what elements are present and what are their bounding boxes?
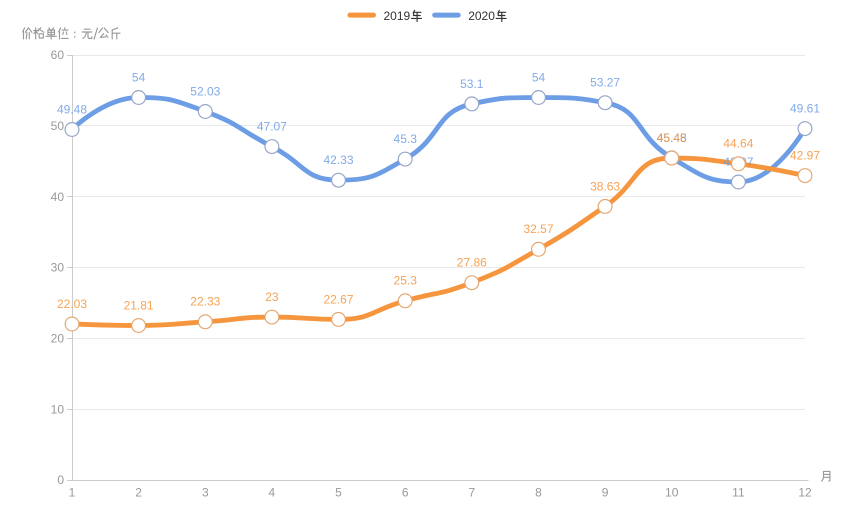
svg-text:53.27: 53.27	[590, 76, 620, 90]
svg-text:54: 54	[532, 70, 546, 84]
svg-text:38.63: 38.63	[590, 179, 620, 193]
svg-text:7: 7	[468, 486, 475, 500]
svg-text:22.67: 22.67	[323, 292, 353, 306]
svg-text:0: 0	[57, 473, 64, 487]
svg-text:49.61: 49.61	[790, 102, 820, 116]
svg-text:45.48: 45.48	[657, 131, 687, 145]
svg-text:20: 20	[51, 332, 65, 346]
svg-text:52.03: 52.03	[190, 84, 220, 98]
svg-text:30: 30	[51, 261, 65, 275]
svg-text:44.64: 44.64	[723, 137, 753, 151]
svg-text:32.57: 32.57	[523, 222, 553, 236]
svg-text:9: 9	[602, 486, 609, 500]
svg-text:11: 11	[732, 486, 745, 500]
svg-text:49.48: 49.48	[57, 102, 87, 116]
svg-text:45.3: 45.3	[394, 132, 418, 146]
svg-text:53.1: 53.1	[460, 77, 484, 91]
svg-text:12: 12	[798, 486, 812, 500]
svg-text:4: 4	[269, 486, 276, 500]
svg-text:21.81: 21.81	[124, 298, 154, 312]
svg-text:2019: 2019	[384, 9, 411, 23]
svg-text:22.33: 22.33	[190, 295, 220, 309]
svg-text:25.3: 25.3	[394, 274, 418, 288]
svg-text:2020: 2020	[468, 9, 495, 23]
svg-text:40: 40	[51, 190, 65, 204]
svg-text:10: 10	[51, 402, 65, 416]
svg-text:8: 8	[535, 486, 542, 500]
svg-text:47.07: 47.07	[257, 120, 287, 134]
svg-text:6: 6	[402, 486, 409, 500]
svg-text:5: 5	[335, 486, 342, 500]
svg-text:60: 60	[51, 48, 65, 62]
svg-text:45.45: 45.45	[657, 131, 687, 145]
svg-text:1: 1	[69, 486, 76, 500]
svg-text:27.86: 27.86	[457, 256, 487, 270]
svg-text:10: 10	[665, 486, 679, 500]
svg-text:42.97: 42.97	[790, 149, 820, 163]
svg-text:23: 23	[265, 290, 279, 304]
svg-text:2: 2	[135, 486, 142, 500]
svg-text:50: 50	[51, 119, 65, 133]
svg-text:42.33: 42.33	[323, 153, 353, 167]
svg-text:22.03: 22.03	[57, 297, 87, 311]
svg-text:54: 54	[132, 70, 146, 84]
svg-text:3: 3	[202, 486, 209, 500]
